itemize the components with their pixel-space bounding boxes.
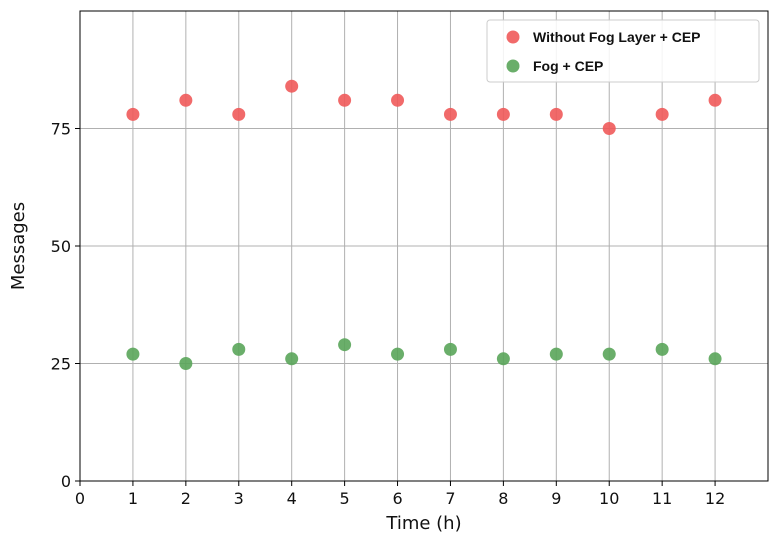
legend-marker: [506, 59, 520, 73]
y-tick-label: 0: [61, 472, 71, 491]
data-point-series-2: [126, 347, 140, 361]
x-tick-label: 5: [340, 489, 350, 508]
x-tick-label: 0: [75, 489, 85, 508]
data-point-series-2: [179, 357, 193, 370]
data-point-series-2: [338, 338, 352, 352]
legend-entry: Fog + CEP: [533, 58, 603, 74]
x-tick-label: 8: [498, 489, 508, 508]
y-axis-label: Messages: [8, 202, 29, 290]
data-point-series-1: [391, 93, 405, 107]
legend-box: [486, 19, 760, 83]
data-point-series-1: [126, 107, 140, 121]
x-tick-label: 9: [551, 489, 561, 508]
data-point-series-2: [655, 342, 669, 356]
y-tick-label: 75: [51, 120, 71, 139]
data-point-series-1: [179, 93, 193, 107]
x-tick-label: 3: [234, 489, 244, 508]
data-point-series-1: [443, 107, 457, 121]
x-tick-label: 12: [705, 489, 725, 508]
data-point-series-2: [496, 352, 510, 366]
data-point-series-1: [708, 93, 722, 107]
data-point-series-1: [602, 122, 616, 135]
data-point-series-2: [285, 352, 299, 366]
data-point-series-1: [655, 107, 669, 121]
x-tick-label: 6: [392, 489, 402, 508]
data-point-series-2: [708, 352, 722, 366]
data-point-series-2: [443, 342, 457, 356]
x-tick-label: 11: [652, 489, 672, 508]
data-point-series-1: [496, 107, 510, 121]
data-point-series-2: [232, 342, 246, 356]
x-axis-label: Time (h): [385, 513, 461, 534]
data-point-series-1: [285, 79, 299, 93]
x-tick-label: 7: [445, 489, 455, 508]
legend: Without Fog Layer + CEP Fog + CEP: [486, 19, 760, 83]
data-point-series-1: [338, 93, 352, 107]
data-point-series-2: [391, 347, 405, 361]
y-tick-label: 25: [51, 355, 71, 374]
legend-entry: Without Fog Layer + CEP: [533, 29, 701, 45]
data-point-series-1: [232, 107, 246, 121]
x-tick-label: 10: [599, 489, 619, 508]
x-tick-label: 2: [181, 489, 191, 508]
data-points: [126, 79, 722, 370]
x-tick-label: 4: [287, 489, 297, 508]
data-point-series-1: [549, 107, 563, 121]
data-point-series-2: [602, 347, 616, 361]
legend-marker: [506, 30, 520, 44]
data-point-series-2: [549, 347, 563, 361]
y-tick-label: 50: [51, 237, 71, 256]
x-tick-label: 1: [128, 489, 138, 508]
